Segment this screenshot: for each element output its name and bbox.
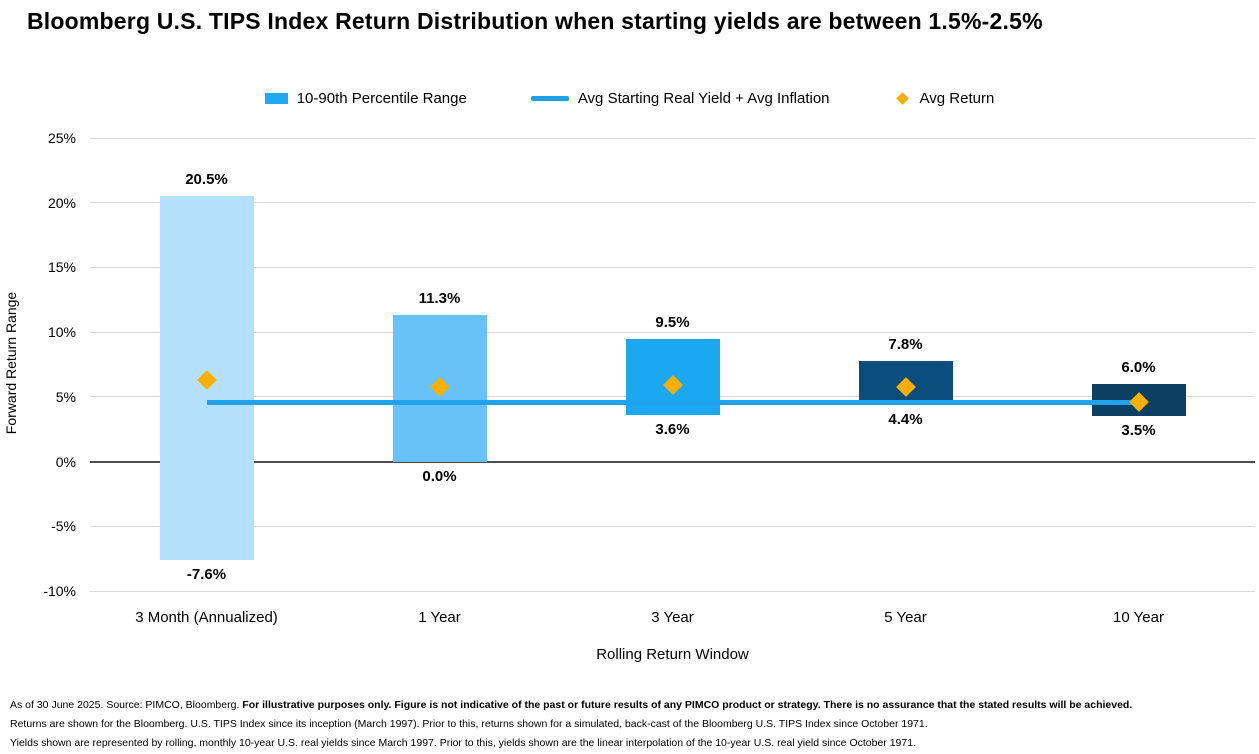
x-axis-title: Rolling Return Window	[596, 646, 749, 663]
y-tick-label: 25%	[47, 130, 76, 146]
bar-high-label: 6.0%	[1121, 358, 1156, 376]
gridline	[90, 590, 1255, 592]
y-tick-label: 20%	[47, 194, 76, 211]
legend-label-avg-return: Avg Return	[919, 90, 995, 107]
footnote-line-2: Returns are shown for the Bloomberg. U.S…	[10, 718, 928, 730]
bar-low-label: -7.6%	[186, 565, 227, 583]
gridline	[90, 137, 1255, 139]
x-tick-label: 5 Year	[884, 609, 927, 626]
x-tick-label: 3 Year	[651, 609, 694, 626]
bar-swatch-icon	[264, 93, 288, 104]
y-tick-label: 5%	[55, 388, 76, 405]
legend-item-avg-yield-inflation: Avg Starting Real Yield + Avg Inflation	[530, 90, 830, 107]
x-tick-label: 10 Year	[1113, 609, 1164, 626]
legend-item-percentile-range: 10-90th Percentile Range	[264, 90, 467, 107]
y-tick-label: 15%	[47, 259, 76, 276]
bar-low-label: 3.6%	[655, 420, 690, 438]
y-axis-title: Forward Return Range	[3, 291, 19, 435]
gridline	[90, 266, 1255, 268]
avg-yield-inflation-line	[206, 399, 1139, 405]
gridline	[90, 202, 1255, 204]
bar-high-label: 9.5%	[655, 313, 690, 331]
line-swatch-icon	[530, 96, 569, 101]
footnotes: As of 30 June 2025. Source: PIMCO, Bloom…	[10, 696, 1255, 753]
bar-high-label: 11.3%	[418, 290, 461, 308]
bar-high-label: 20.5%	[185, 171, 228, 189]
zero-axis-line	[90, 460, 1255, 463]
legend-label-percentile-range: 10-90th Percentile Range	[296, 90, 467, 107]
footnote-line-3: Yields shown are represented by rolling,…	[10, 737, 916, 749]
footnote-line-1: As of 30 June 2025. Source: PIMCO, Bloom…	[10, 699, 1133, 711]
bar-low-label: 4.4%	[888, 410, 923, 428]
legend-item-avg-return: Avg Return	[894, 90, 995, 107]
bar-low-label: 0.0%	[422, 467, 457, 485]
y-tick-label: 10%	[47, 324, 76, 341]
legend-label-avg-yield-inflation: Avg Starting Real Yield + Avg Inflation	[577, 90, 830, 107]
y-tick-label: -5%	[51, 518, 76, 535]
gridline	[90, 331, 1255, 333]
bar-high-label: 7.8%	[888, 335, 923, 353]
page-title: Bloomberg U.S. TIPS Index Return Distrib…	[27, 8, 1043, 34]
chart-legend: 10-90th Percentile Range Avg Starting Re…	[0, 90, 1259, 107]
bar-low-label: 3.5%	[1121, 422, 1156, 440]
x-tick-label: 3 Month (Annualized)	[135, 609, 278, 626]
x-tick-label: 1 Year	[418, 609, 461, 626]
gridline	[90, 525, 1255, 527]
y-tick-label: 0%	[55, 453, 76, 470]
y-tick-label: -10%	[43, 583, 76, 599]
